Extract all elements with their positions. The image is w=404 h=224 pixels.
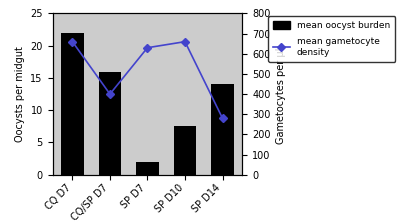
Y-axis label: Gametocytes per μL: Gametocytes per μL bbox=[276, 45, 286, 144]
Legend: mean oocyst burden, mean gametocyte
density: mean oocyst burden, mean gametocyte dens… bbox=[268, 16, 396, 62]
Bar bbox=[136, 162, 159, 175]
Y-axis label: Oocysts per midgut: Oocysts per midgut bbox=[15, 46, 25, 142]
Bar bbox=[174, 126, 196, 175]
Bar bbox=[211, 84, 234, 175]
Bar bbox=[99, 71, 121, 175]
Bar bbox=[61, 33, 84, 175]
